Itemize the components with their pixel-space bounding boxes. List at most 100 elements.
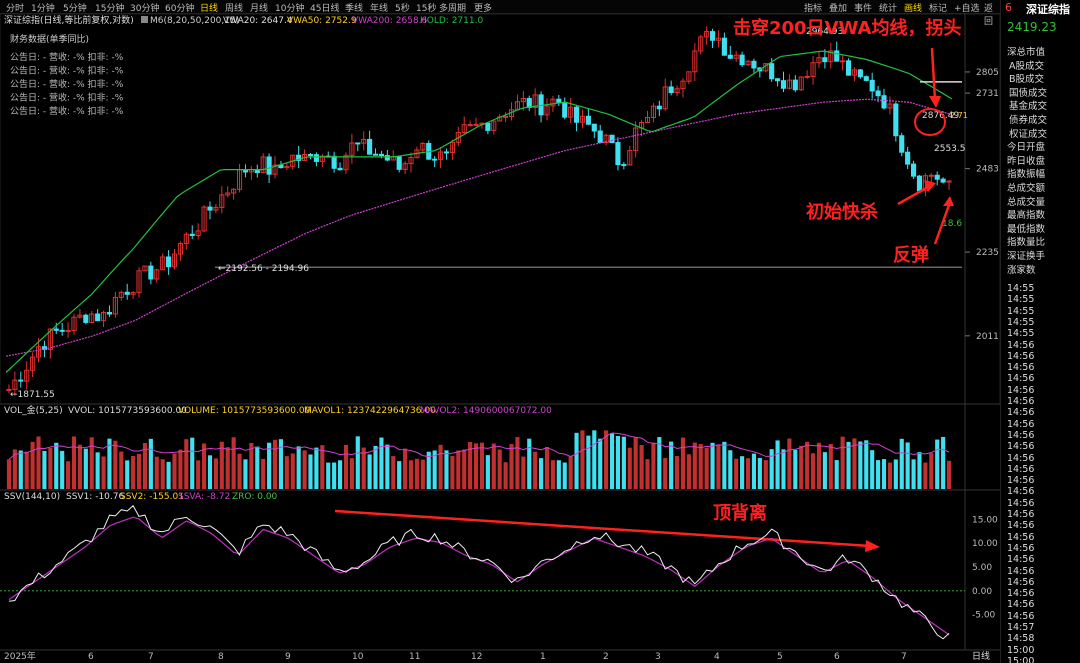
period-13[interactable]: 5秒 xyxy=(395,4,410,14)
volume-bar xyxy=(929,453,934,489)
main-legend-0: 深证综指(日线,等比前复权,对数) xyxy=(4,14,134,26)
candle-body xyxy=(532,94,538,108)
period-14[interactable]: 15秒 xyxy=(416,4,437,14)
volume-bar xyxy=(740,456,745,489)
candle-body xyxy=(905,151,911,165)
candle-body xyxy=(396,156,402,170)
candle-body xyxy=(940,178,946,183)
volume-bar xyxy=(391,456,396,489)
candle-body xyxy=(6,388,12,391)
trade-time: 14:55 xyxy=(1007,305,1035,317)
candle-body xyxy=(437,151,444,160)
candle-body xyxy=(213,206,219,211)
volume-bar xyxy=(716,444,721,489)
volume-bar xyxy=(397,461,402,489)
period-4[interactable]: 30分钟 xyxy=(130,4,160,14)
period-1[interactable]: 1分钟 xyxy=(31,4,55,14)
trade-time: 14:56 xyxy=(1007,588,1035,600)
volume-bar xyxy=(544,447,550,489)
volume-bar xyxy=(24,451,29,489)
volume-bar xyxy=(83,448,88,489)
high-price-label: 2964.93 xyxy=(806,27,843,37)
tool-3[interactable]: 统计 xyxy=(879,4,898,14)
period-9[interactable]: 10分钟 xyxy=(275,4,305,14)
volume-bar xyxy=(172,453,177,489)
period-15[interactable]: 多周期 xyxy=(439,4,467,14)
volume-bar xyxy=(237,453,242,489)
volume-bar xyxy=(556,460,561,489)
side-item-12: 最高指数 xyxy=(1007,210,1046,222)
candle-body xyxy=(296,154,302,161)
volume-bar xyxy=(379,437,384,489)
candle-body xyxy=(633,127,639,152)
tool-0[interactable]: 指标 xyxy=(804,4,823,14)
tool-4[interactable]: 画线 xyxy=(904,4,923,14)
x-tick-label: 3 xyxy=(655,652,661,662)
volume-bar xyxy=(834,460,839,489)
volume-bar xyxy=(432,450,437,489)
trade-time: 14:56 xyxy=(1007,565,1035,577)
volume-legend-1: VVOL: 1015773593600.00 xyxy=(68,406,187,416)
volume-bar xyxy=(178,449,183,489)
trade-time: 14:56 xyxy=(1007,576,1035,588)
side-item-0: 深总市值 xyxy=(1007,47,1046,58)
ma-line-vwa200 xyxy=(5,98,953,357)
candle-body xyxy=(201,206,207,232)
volume-bar xyxy=(89,437,94,489)
rebound-low-label: 18.6 xyxy=(942,219,962,229)
candle-body xyxy=(692,50,698,73)
candle-body xyxy=(568,106,574,118)
period-2[interactable]: 5分钟 xyxy=(63,4,87,14)
period-7[interactable]: 周线 xyxy=(225,4,244,14)
tool-6[interactable]: +自选 xyxy=(954,4,980,14)
candle-body xyxy=(526,97,532,108)
period-0[interactable]: 分时 xyxy=(6,4,25,14)
ma-line-hold xyxy=(5,50,953,373)
candle-body xyxy=(77,314,83,318)
period-11[interactable]: 季线 xyxy=(345,4,364,14)
period-3[interactable]: 15分钟 xyxy=(95,4,125,14)
tool-5[interactable]: 标记 xyxy=(929,4,948,14)
candle-body xyxy=(307,154,314,157)
price-tick-label: 2731 xyxy=(976,89,999,99)
trade-time: 14:56 xyxy=(1007,362,1035,374)
period-5[interactable]: 60分钟 xyxy=(165,4,195,14)
candle-body xyxy=(35,346,42,358)
period-10[interactable]: 45日线 xyxy=(310,4,340,14)
volume-bar xyxy=(864,440,869,489)
x-tick-label: 9 xyxy=(285,652,291,662)
candle-body xyxy=(154,269,160,280)
arrow-head xyxy=(924,180,936,192)
tool-1[interactable]: 叠加 xyxy=(829,4,848,14)
volume-bar xyxy=(917,452,922,489)
x-tick-label: 12 xyxy=(471,652,482,662)
volume-bar xyxy=(361,447,366,489)
tool-7[interactable]: 返回 xyxy=(984,4,994,27)
volume-bar xyxy=(261,458,266,489)
candle-body xyxy=(171,253,178,268)
period-16[interactable]: 更多 xyxy=(474,4,493,14)
tool-2[interactable]: 事件 xyxy=(854,4,873,14)
period-8[interactable]: 月线 xyxy=(250,4,269,14)
candle-body xyxy=(627,150,633,166)
candle-body xyxy=(769,63,775,80)
price-tick-label: 2805 xyxy=(976,68,999,78)
candle-body xyxy=(644,117,651,123)
volume-bar xyxy=(669,441,674,489)
ssv-legend-0: SSV(144,10) xyxy=(4,492,60,502)
volume-bar xyxy=(527,438,532,489)
period-6[interactable]: 日线 xyxy=(200,4,219,14)
volume-bar xyxy=(485,455,490,489)
trade-time: 14:56 xyxy=(1007,463,1035,475)
candle-body xyxy=(343,154,349,171)
volume-bar xyxy=(710,442,715,489)
candle-body xyxy=(420,142,426,151)
trade-time: 14:58 xyxy=(1007,633,1035,645)
trade-time: 14:56 xyxy=(1007,441,1035,453)
candle-body xyxy=(331,155,337,169)
arrow-head xyxy=(865,540,880,552)
side-item-1: A股成交 xyxy=(1009,60,1044,72)
volume-bar xyxy=(42,450,47,489)
period-12[interactable]: 年线 xyxy=(370,4,389,14)
ssv-tick-label: 15.00 xyxy=(972,515,998,525)
